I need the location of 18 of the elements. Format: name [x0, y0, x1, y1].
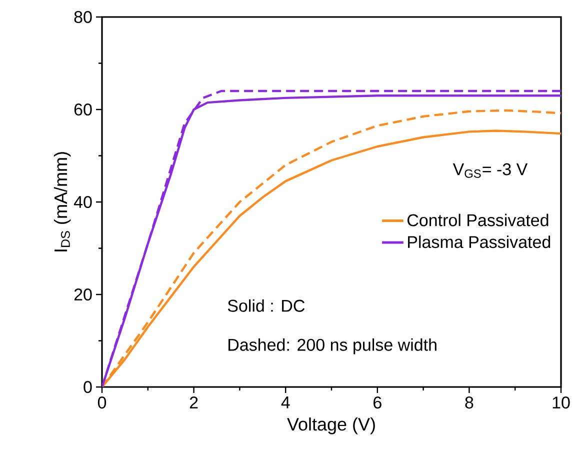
- x-tick-label: 8: [465, 396, 474, 409]
- annotation: Solid : DC: [228, 299, 305, 312]
- x-tick-label: 6: [374, 396, 382, 409]
- legend-label: Plasma Passivated: [408, 236, 550, 248]
- y-tick-label: 40: [74, 196, 92, 208]
- x-tick-label: 0: [98, 396, 106, 409]
- y-tick-label: 60: [74, 103, 92, 116]
- legend-label: Control Passivated: [408, 214, 548, 226]
- annotation: V$_{GS}$= -3 V: [452, 163, 528, 178]
- y-tick-label: 80: [74, 10, 92, 24]
- x-axis-title: Voltage (V): [287, 417, 375, 434]
- y-tick-label: 0: [84, 380, 92, 394]
- x-tick-label: 10: [552, 396, 570, 409]
- y-axis-title: I$_{DS}$ (mA/mm): [54, 152, 71, 252]
- y-tick-label: 20: [74, 288, 92, 301]
- x-tick-label: 4: [281, 396, 290, 408]
- x-tick-label: 2: [190, 396, 198, 408]
- annotation: Dashed: 200 ns pulse width: [228, 338, 436, 354]
